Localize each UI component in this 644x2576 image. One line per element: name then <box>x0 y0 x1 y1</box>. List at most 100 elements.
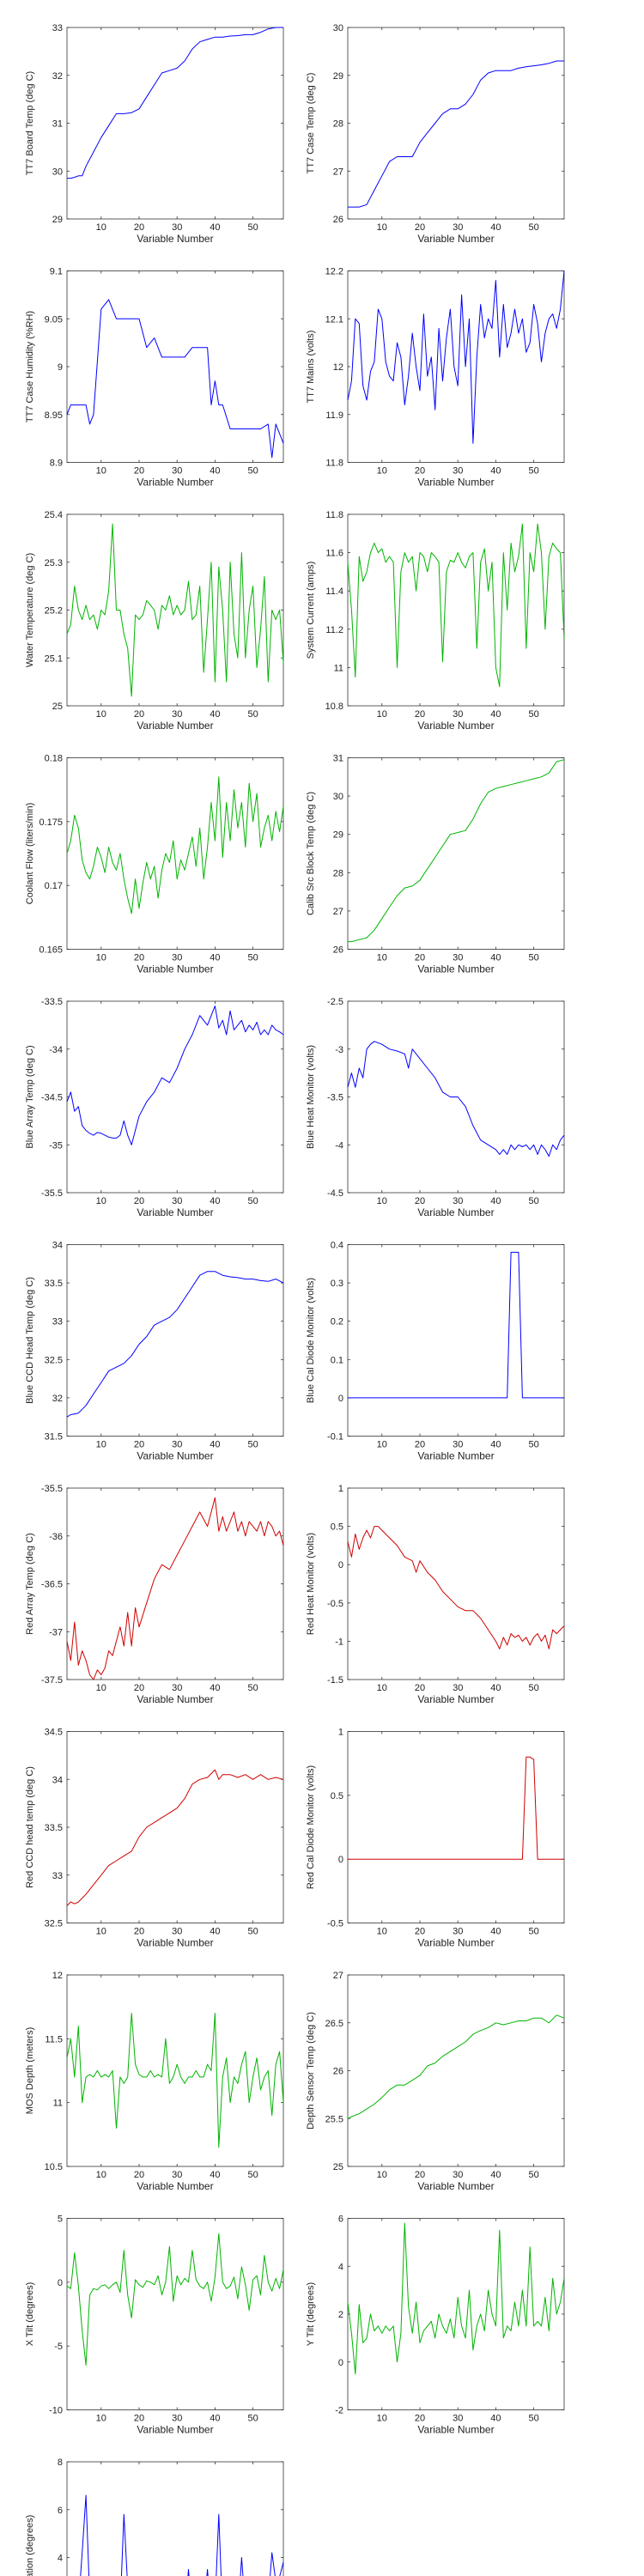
x-tick-label: 20 <box>415 1196 425 1206</box>
plot-frame <box>66 1731 284 1923</box>
x-tick-label: 40 <box>490 1683 501 1693</box>
y-tick-label: 0 <box>58 2278 63 2288</box>
y-tick-label: 11 <box>53 2099 63 2109</box>
x-tick-label: 40 <box>210 1683 220 1693</box>
y-tick-label: -0.1 <box>327 1432 343 1443</box>
y-tick-label: 25.2 <box>45 606 63 617</box>
y-tick-label: -1 <box>335 1637 343 1647</box>
x-axis-label: Variable Number <box>137 233 213 245</box>
y-tick-label: 9.1 <box>50 267 63 277</box>
x-axis-label: Variable Number <box>137 1693 213 1705</box>
plot-frame <box>347 1244 565 1437</box>
y-tick-label: 26 <box>333 2067 343 2077</box>
y-tick-label: 31 <box>333 754 343 764</box>
y-tick-label: 28 <box>333 868 343 878</box>
series-line <box>348 759 565 943</box>
chart-panel-12: 10 20 30 40 50 -0.1 0 0.1 0.2 0.3 0.4 Variable Numb… <box>306 1241 565 1462</box>
x-tick-label: 30 <box>453 222 463 233</box>
y-tick-label: 0.5 <box>331 1522 343 1533</box>
x-tick-label: 40 <box>210 1927 220 1937</box>
x-tick-label: 10 <box>377 2170 387 2180</box>
y-tick-label: 11.2 <box>325 625 343 635</box>
plot-frame <box>66 757 284 950</box>
y-tick-label: 11 <box>334 663 343 673</box>
x-tick-label: 30 <box>172 1683 182 1693</box>
y-tick-label: 27 <box>333 907 343 917</box>
y-axis-label: Calib Src Block Temp (deg C) <box>306 792 316 915</box>
y-axis-label: Blue CCD Head Temp (deg C) <box>25 1277 35 1404</box>
y-tick-label: 0.5 <box>331 1791 343 1801</box>
y-tick-label: 31.5 <box>45 1432 63 1443</box>
y-axis-label: MOS Depth (meters) <box>25 2027 35 2114</box>
x-axis-label: Variable Number <box>137 1206 213 1218</box>
x-tick-label: 40 <box>490 466 501 477</box>
y-tick-label: 6 <box>338 2215 343 2225</box>
x-tick-label: 30 <box>453 1683 463 1693</box>
x-tick-label: 40 <box>210 2414 220 2424</box>
x-tick-label: 20 <box>134 2414 144 2424</box>
x-tick-label: 10 <box>96 1683 106 1693</box>
y-tick-label: 29 <box>333 830 343 841</box>
series-line <box>66 523 284 697</box>
chart-panel-1: 10 20 30 40 50 29 30 31 32 33 Variable Number TT7 B… <box>25 23 284 245</box>
x-axis-label: Variable Number <box>417 1693 494 1705</box>
y-tick-label: 25.4 <box>45 510 63 520</box>
series-line <box>347 523 565 688</box>
plot-frame <box>347 27 565 220</box>
x-tick-label: 40 <box>210 466 220 477</box>
chart-panel-16: 10 20 30 40 50 -0.5 0 0.5 1 Variable Number Red Ca… <box>306 1728 565 1949</box>
series-line <box>66 1769 284 1906</box>
y-tick-label: 34 <box>52 1241 63 1251</box>
chart-panel-11: 10 20 30 40 50 31.5 32 32.5 33 33.5 34 Variable Num… <box>25 1241 284 1462</box>
series-line <box>347 2014 565 2119</box>
plot-frame <box>347 1731 565 1923</box>
y-tick-label: 33.5 <box>45 1823 63 1833</box>
y-tick-label: 5 <box>58 2215 63 2225</box>
y-tick-label: 6 <box>58 2506 63 2516</box>
x-tick-label: 50 <box>529 1683 539 1693</box>
series-line <box>347 1526 565 1649</box>
x-tick-label: 20 <box>134 1927 144 1937</box>
x-tick-label: 20 <box>134 466 144 477</box>
series-line <box>66 1005 284 1145</box>
x-tick-label: 50 <box>248 1440 258 1450</box>
x-tick-label: 10 <box>96 466 106 477</box>
x-tick-label: 50 <box>529 2170 539 2180</box>
series-line <box>347 1041 565 1157</box>
x-tick-label: 40 <box>490 1927 501 1937</box>
x-axis-label: Variable Number <box>137 720 213 732</box>
x-tick-label: 50 <box>529 1196 539 1206</box>
y-tick-label: 10.8 <box>325 702 343 712</box>
y-tick-label: -36 <box>49 1532 63 1542</box>
y-tick-label: 26 <box>333 945 343 956</box>
x-tick-label: 10 <box>377 709 387 720</box>
x-tick-label: 10 <box>377 953 387 963</box>
x-axis-label: Variable Number <box>137 1450 213 1462</box>
x-tick-label: 20 <box>134 2170 144 2180</box>
y-tick-label: 27 <box>333 1971 343 1981</box>
x-tick-label: 50 <box>248 1196 258 1206</box>
series-line <box>66 776 284 914</box>
plot-frame <box>66 27 284 220</box>
x-tick-label: 50 <box>248 466 258 477</box>
y-tick-label: -35 <box>49 1140 63 1151</box>
plot-frame <box>347 757 565 950</box>
series-line <box>66 2233 284 2366</box>
x-tick-label: 20 <box>415 466 425 477</box>
y-tick-label: -5 <box>54 2342 63 2352</box>
x-tick-label: 30 <box>453 953 463 963</box>
x-tick-label: 20 <box>415 953 425 963</box>
y-tick-label: 1 <box>338 1728 343 1738</box>
chart-panel-20: 10 20 30 40 50 -2 0 2 4 6 Variable Number Y Tilt (d… <box>306 2215 565 2436</box>
plot-frame <box>66 1000 284 1194</box>
x-tick-label: 40 <box>210 222 220 233</box>
y-tick-label: 11.9 <box>325 410 343 421</box>
x-tick-label: 30 <box>453 1927 463 1937</box>
x-tick-label: 30 <box>453 466 463 477</box>
x-tick-label: 10 <box>96 2414 106 2424</box>
y-tick-label: 25.1 <box>45 653 63 664</box>
y-tick-label: -37 <box>49 1627 63 1637</box>
chart-panel-9: 10 20 30 40 50 -35.5 -35 -34.5 -34 -33.5 Variable … <box>25 997 284 1218</box>
x-tick-label: 10 <box>96 1440 106 1450</box>
